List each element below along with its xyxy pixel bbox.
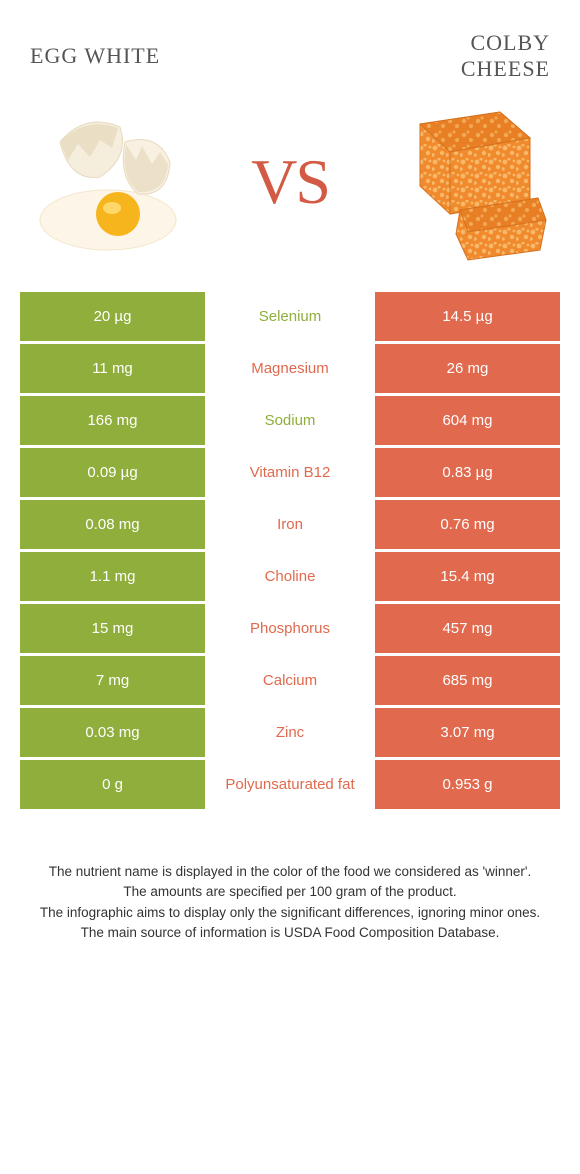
nutrient-label: Selenium: [205, 292, 375, 341]
footer-line: The infographic aims to display only the…: [30, 903, 550, 923]
table-row: 1.1 mgCholine15.4 mg: [20, 552, 560, 601]
header: Egg white Colby Cheese: [0, 0, 580, 92]
nutrient-label: Sodium: [205, 396, 375, 445]
right-value: 26 mg: [375, 344, 560, 393]
footer-line: The amounts are specified per 100 gram o…: [30, 882, 550, 902]
table-row: 166 mgSodium604 mg: [20, 396, 560, 445]
table-row: 0.09 µgVitamin B120.83 µg: [20, 448, 560, 497]
left-value: 15 mg: [20, 604, 205, 653]
left-value: 7 mg: [20, 656, 205, 705]
nutrient-label: Vitamin B12: [205, 448, 375, 497]
nutrient-label: Polyunsaturated fat: [205, 760, 375, 809]
table-row: 0 gPolyunsaturated fat0.953 g: [20, 760, 560, 809]
nutrient-label: Magnesium: [205, 344, 375, 393]
nutrient-table: 20 µgSelenium14.5 µg11 mgMagnesium26 mg1…: [0, 292, 580, 809]
table-row: 7 mgCalcium685 mg: [20, 656, 560, 705]
right-value: 604 mg: [375, 396, 560, 445]
title-right: Colby Cheese: [290, 30, 550, 82]
right-value: 15.4 mg: [375, 552, 560, 601]
title-left: Egg white: [30, 43, 290, 69]
table-row: 0.03 mgZinc3.07 mg: [20, 708, 560, 757]
table-row: 15 mgPhosphorus457 mg: [20, 604, 560, 653]
nutrient-label: Calcium: [205, 656, 375, 705]
left-value: 1.1 mg: [20, 552, 205, 601]
footer-line: The nutrient name is displayed in the co…: [30, 862, 550, 882]
table-row: 20 µgSelenium14.5 µg: [20, 292, 560, 341]
right-value: 14.5 µg: [375, 292, 560, 341]
footer-line: The main source of information is USDA F…: [30, 923, 550, 943]
colby-cheese-image: [390, 102, 550, 262]
left-value: 20 µg: [20, 292, 205, 341]
left-value: 0.08 mg: [20, 500, 205, 549]
nutrient-label: Choline: [205, 552, 375, 601]
nutrient-label: Iron: [205, 500, 375, 549]
vs-label: VS: [251, 145, 329, 219]
nutrient-label: Phosphorus: [205, 604, 375, 653]
right-value: 3.07 mg: [375, 708, 560, 757]
footer-notes: The nutrient name is displayed in the co…: [0, 812, 580, 973]
left-value: 166 mg: [20, 396, 205, 445]
right-value: 0.76 mg: [375, 500, 560, 549]
left-value: 0 g: [20, 760, 205, 809]
left-value: 0.03 mg: [20, 708, 205, 757]
left-value: 0.09 µg: [20, 448, 205, 497]
table-row: 11 mgMagnesium26 mg: [20, 344, 560, 393]
right-value: 0.953 g: [375, 760, 560, 809]
egg-white-image: [30, 102, 190, 262]
left-value: 11 mg: [20, 344, 205, 393]
images-row: VS: [0, 92, 580, 292]
right-value: 457 mg: [375, 604, 560, 653]
table-row: 0.08 mgIron0.76 mg: [20, 500, 560, 549]
right-value: 0.83 µg: [375, 448, 560, 497]
nutrient-label: Zinc: [205, 708, 375, 757]
right-value: 685 mg: [375, 656, 560, 705]
